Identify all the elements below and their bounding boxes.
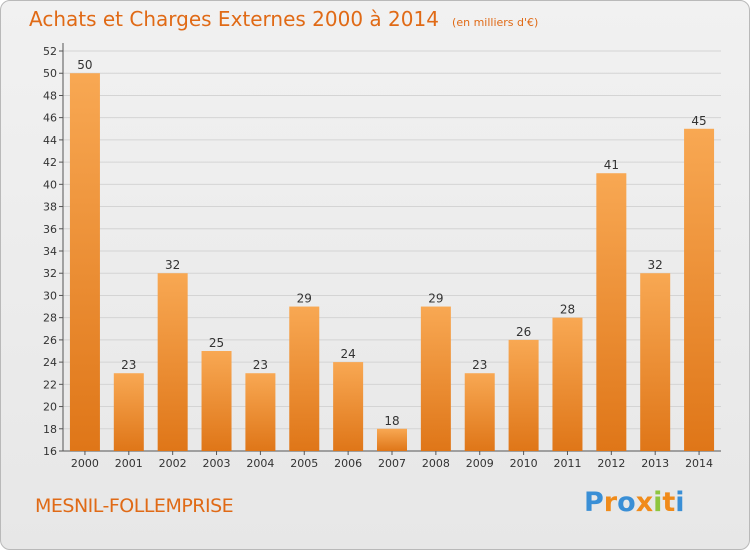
bar-value-label: 41 [604,158,619,172]
x-tick-label: 2003 [203,457,231,470]
bar [596,173,627,451]
x-tick-label: 2000 [71,457,99,470]
y-tick-label: 16 [43,445,57,458]
logo-letter: i [653,487,663,518]
x-tick-label: 2007 [378,457,406,470]
chart-title: Achats et Charges Externes 2000 à 2014 [29,7,439,31]
bar-value-label: 29 [428,292,443,306]
logo-letter: x [635,487,654,518]
title-row: Achats et Charges Externes 2000 à 2014 (… [29,7,538,31]
bar-value-label: 24 [340,347,355,361]
y-tick-label: 24 [43,356,57,369]
bar [464,373,495,451]
bar-value-label: 29 [297,292,312,306]
bar [245,373,276,451]
x-tick-label: 2001 [115,457,143,470]
y-tick-label: 20 [43,401,57,414]
logo-letter: P [584,487,604,518]
y-tick-label: 36 [43,223,57,236]
x-tick-label: 2011 [553,457,581,470]
y-tick-label: 26 [43,334,57,347]
bar-value-label: 18 [384,414,399,428]
bar [157,273,188,451]
logo-letter: r [603,487,618,518]
bar [201,351,232,451]
bar [377,428,407,451]
y-tick-label: 32 [43,267,57,280]
bar [420,306,451,451]
bar-value-label: 25 [209,336,224,350]
y-tick-label: 34 [43,245,57,258]
x-tick-label: 2005 [290,457,318,470]
bar-value-label: 45 [691,114,706,128]
y-tick-label: 38 [43,201,57,214]
bar-value-label: 23 [472,358,487,372]
bar [684,128,715,451]
x-tick-label: 2010 [510,457,538,470]
y-tick-label: 44 [43,134,57,147]
bar-value-label: 32 [165,258,180,272]
y-tick-label: 22 [43,378,57,391]
y-tick-label: 40 [43,178,57,191]
bar-value-label: 26 [516,325,531,339]
data-labels: 50 23 32 25 23 29 24 18 29 23 26 28 41 32 45 [77,58,706,428]
x-tick-label: 2002 [159,457,187,470]
bar [640,273,671,451]
x-tick-label: 2006 [334,457,362,470]
axes: 16 18 20 22 24 26 28 30 32 34 36 38 40 42 44 46 48 50 52 20… [43,43,721,470]
y-tick-label: 30 [43,289,57,302]
logo-letter: i [675,487,685,518]
x-tick-label: 2009 [466,457,494,470]
chart-unit: (en milliers d'€) [452,16,539,29]
bar [69,73,100,451]
bar-value-label: 32 [648,258,663,272]
commune-name: MESNIL-FOLLEMPRISE [35,495,234,517]
y-tick-label: 48 [43,89,57,102]
y-tick-label: 52 [43,45,57,58]
bars [69,73,715,451]
bar-value-label: 23 [253,358,268,372]
bar [508,339,539,451]
bar [552,317,583,451]
x-tick-label: 2013 [641,457,669,470]
x-tick-label: 2008 [422,457,450,470]
bar-value-label: 23 [121,358,136,372]
bar-value-label: 28 [560,303,575,317]
x-tick-label: 2014 [685,457,713,470]
x-tick-label: 2012 [597,457,625,470]
x-tick-label: 2004 [246,457,274,470]
y-tick-label: 46 [43,112,57,125]
bar [113,373,144,451]
logo-letter: t [662,487,676,518]
y-tick-label: 42 [43,156,57,169]
bar [333,362,364,451]
y-tick-label: 50 [43,67,57,80]
bar [289,306,320,451]
bar-value-label: 50 [77,58,92,72]
logo-letter: o [617,487,636,518]
y-tick-label: 18 [43,423,57,436]
y-tick-label: 28 [43,312,57,325]
proxiti-logo[interactable]: Proxiti [584,487,685,518]
